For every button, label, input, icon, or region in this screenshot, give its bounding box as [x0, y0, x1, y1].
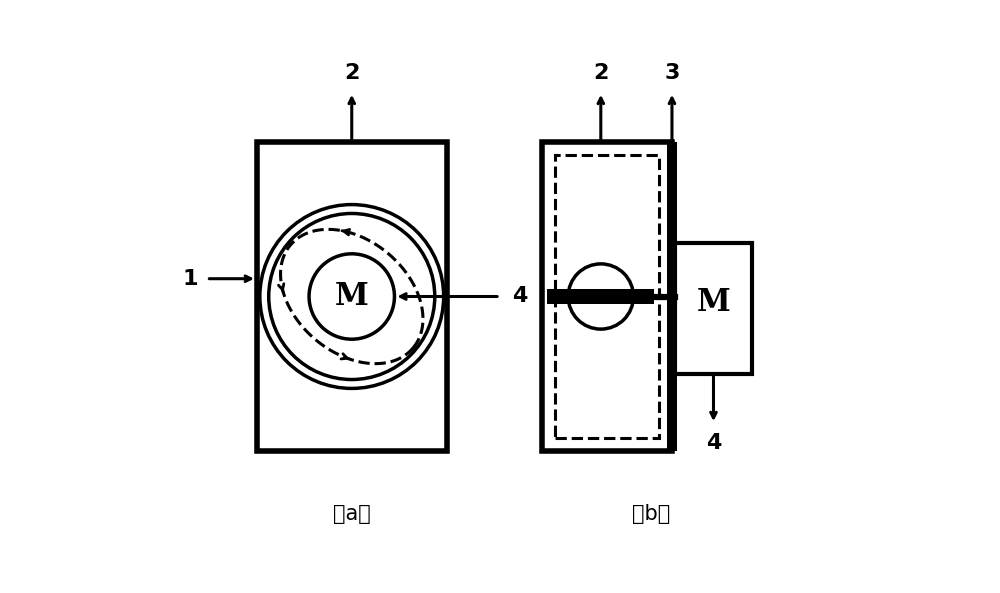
Text: （b）: （b）: [632, 504, 670, 524]
Circle shape: [568, 264, 633, 329]
Text: 2: 2: [344, 63, 359, 83]
Text: 2: 2: [593, 63, 608, 83]
Bar: [542, 142, 672, 451]
Text: 3: 3: [664, 63, 680, 83]
Bar: [547, 289, 654, 304]
Bar: [667, 142, 677, 451]
Bar: [555, 155, 659, 438]
Text: M: M: [335, 281, 369, 312]
Text: （a）: （a）: [333, 504, 371, 524]
Text: 4: 4: [512, 286, 527, 307]
Bar: [257, 142, 447, 451]
Text: 1: 1: [182, 269, 198, 289]
Circle shape: [309, 254, 394, 339]
Text: 4: 4: [706, 433, 721, 453]
Text: M: M: [697, 287, 730, 318]
Bar: [675, 243, 752, 374]
